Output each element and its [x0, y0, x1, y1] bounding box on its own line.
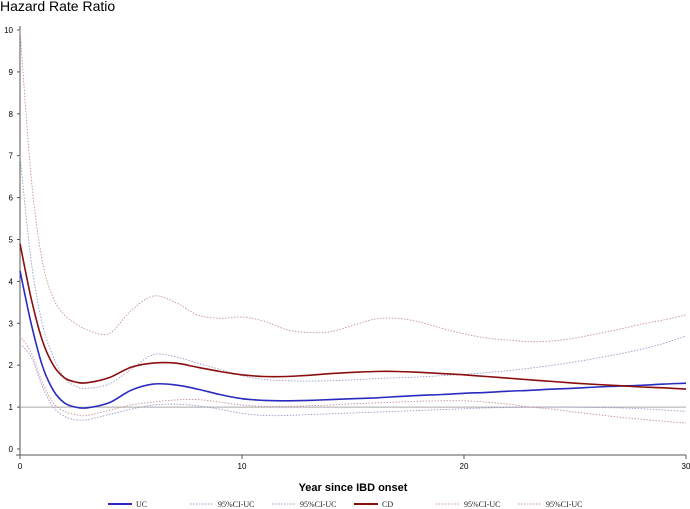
- x-tick-label: 30: [682, 462, 690, 471]
- y-tick-label: 7: [9, 152, 14, 161]
- y-tick-label: 4: [9, 277, 14, 286]
- legend: UC 95%CI-UC 95%CI-UC CD 95%CI-UC 95%CI-UC: [108, 500, 582, 509]
- y-tick-label: 9: [9, 68, 14, 77]
- y-tick-label: 5: [9, 236, 14, 245]
- ci-line: [19, 155, 687, 389]
- y-tick-label: 1: [9, 403, 14, 412]
- y-tick-label: 6: [9, 194, 14, 203]
- x-tick-label: 10: [238, 462, 247, 471]
- series-layer: [19, 29, 687, 424]
- x-tick-label: 20: [460, 462, 469, 471]
- x-axis-label: Year since IBD onset: [299, 482, 408, 494]
- cd-line: [19, 243, 687, 390]
- y-tick-label: 3: [9, 319, 14, 328]
- legend-label: 95%CI-UC: [464, 500, 500, 509]
- legend-label: 95%CI-UC: [546, 500, 582, 509]
- y-tick-label: 8: [9, 110, 14, 119]
- x-tick-label: 0: [18, 462, 23, 471]
- ci-line: [19, 335, 687, 424]
- legend-label: CD: [382, 500, 393, 509]
- y-tick-label: 2: [9, 361, 14, 370]
- legend-label: 95%CI-UC: [218, 500, 254, 509]
- legend-label: 95%CI-UC: [300, 500, 336, 509]
- uc-line: [19, 270, 687, 409]
- y-tick-label: 0: [9, 445, 14, 454]
- ci-line: [19, 29, 687, 343]
- ci-line: [19, 343, 687, 421]
- legend-label: UC: [136, 500, 147, 509]
- chart-title: Hazard Rate Ratio: [0, 0, 116, 14]
- y-tick-label: 10: [4, 26, 13, 35]
